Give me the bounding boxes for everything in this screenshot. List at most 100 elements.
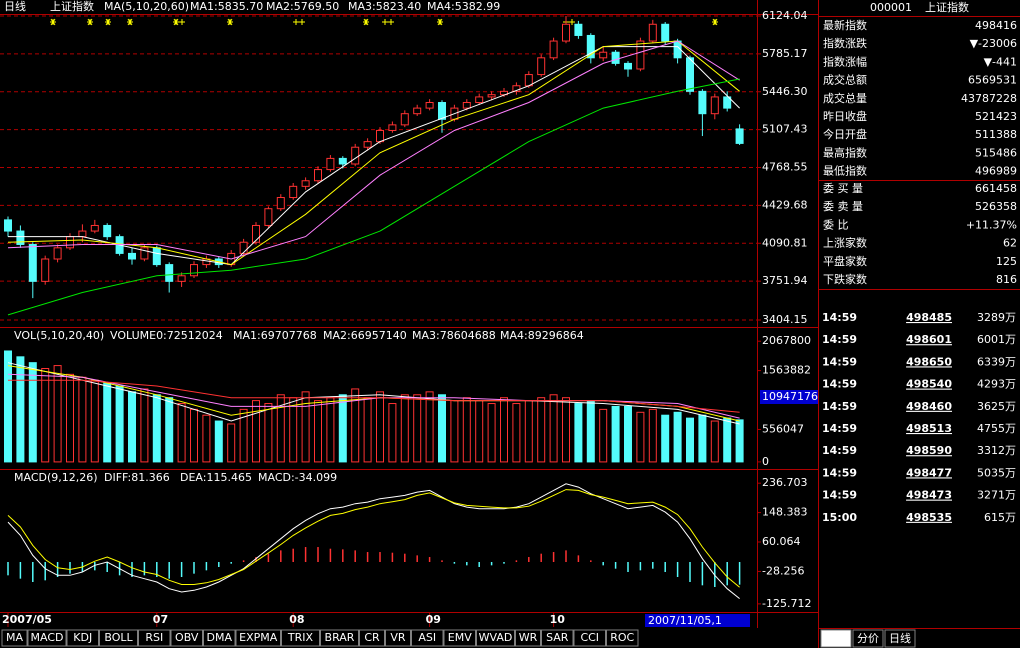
candle-body: [16, 230, 25, 245]
indicator-tab-label[interactable]: CR: [364, 631, 380, 644]
quote-label: 平盘家数: [823, 254, 867, 268]
candle-body: [264, 208, 273, 226]
trade-volume: 3271万: [977, 489, 1016, 502]
candle-body: [586, 34, 595, 59]
indicator-tab-label[interactable]: ASI: [418, 631, 436, 644]
indicator-tab-label[interactable]: KDJ: [73, 631, 92, 644]
indicator-tab[interactable]: [476, 629, 515, 647]
indicator-tab-label[interactable]: WVAD: [479, 631, 513, 644]
indicator-tab[interactable]: [385, 629, 411, 647]
trade-price: 498513: [906, 422, 952, 435]
quote-value: 526358: [975, 200, 1017, 213]
candle-body: [28, 243, 37, 282]
side-tab[interactable]: [852, 629, 884, 648]
candle-body: [239, 241, 248, 254]
indicator-tab[interactable]: [443, 629, 476, 647]
indicator-tab[interactable]: [411, 629, 444, 647]
volume-bar: [673, 411, 682, 463]
line-series: [7, 78, 740, 316]
indicator-tab-label[interactable]: DMA: [207, 631, 233, 644]
indicator-tab-label[interactable]: ROC: [610, 631, 634, 644]
indicator-tab[interactable]: [359, 629, 385, 647]
indicator-label: MA(5,10,20,60): [104, 0, 189, 13]
side-tab[interactable]: [884, 629, 916, 648]
trade-time: 14:59: [822, 444, 857, 457]
quote-value: 515486: [975, 146, 1017, 159]
period-label: 日线: [4, 0, 26, 13]
quote-label: 今日开盘: [823, 127, 867, 141]
indicator-tab[interactable]: [203, 629, 236, 647]
indicator-tab-label[interactable]: BRAR: [325, 631, 355, 644]
indicator-tab-label[interactable]: SAR: [546, 631, 569, 644]
candle-body: [413, 107, 422, 115]
volume-bar: [289, 397, 298, 463]
quote-value: 498416: [975, 19, 1017, 32]
quote-label: 上涨家数: [823, 236, 867, 250]
trade-price: 498485: [906, 311, 952, 324]
volume-bar: [78, 376, 87, 463]
indicator-tab[interactable]: [281, 629, 320, 647]
y-tick-label: -28.256: [762, 564, 804, 577]
volume-bar: [710, 420, 719, 463]
volume-bar: [90, 379, 99, 463]
indicator-tab[interactable]: [99, 629, 138, 647]
line-series: [7, 362, 740, 425]
indicator-tab-label[interactable]: OBV: [175, 631, 199, 644]
y-tick-label: 148.383: [762, 506, 808, 519]
trade-price: 498601: [906, 333, 952, 346]
trade-volume: 6339万: [977, 355, 1016, 368]
volume-bar: [264, 403, 273, 463]
volume-bar: [190, 408, 198, 463]
candle-body: [537, 57, 546, 76]
candle-body: [252, 224, 260, 243]
volume-bar: [574, 403, 583, 463]
legend-entry: MA4:89296864: [500, 329, 584, 342]
y-tick-label: 4768.55: [762, 161, 808, 174]
candle-body: [462, 102, 471, 109]
candle-body: [152, 247, 161, 266]
indicator-tab-label[interactable]: VR: [390, 631, 406, 644]
indicator-tab-label[interactable]: MA: [6, 631, 23, 644]
indicator-tab[interactable]: [515, 629, 541, 647]
side-tab-label[interactable]: 明细: [825, 632, 847, 645]
indicator-tab-label[interactable]: EXPMA: [239, 631, 278, 644]
indicator-tab[interactable]: [606, 629, 639, 647]
side-tab-label[interactable]: 分价: [857, 632, 879, 645]
candle-body: [400, 113, 409, 126]
line-series: [8, 379, 740, 413]
quote-value: 511388: [975, 128, 1017, 141]
indicator-tab[interactable]: [27, 629, 67, 647]
side-tab-label[interactable]: 日线: [889, 631, 911, 645]
indicator-tab[interactable]: [170, 629, 203, 647]
indicator-tab[interactable]: [573, 629, 606, 647]
marker: [382, 19, 394, 25]
trade-price: 498650: [906, 355, 952, 368]
indicator-tab-label[interactable]: MACD: [31, 631, 64, 644]
volume-bar: [735, 419, 744, 463]
indicator-tab[interactable]: [1, 629, 28, 647]
indicator-tab-label[interactable]: WR: [519, 631, 538, 644]
indicator-tab-label[interactable]: CCI: [580, 631, 599, 644]
trade-volume: 5035万: [977, 466, 1016, 479]
indicator-tab-label[interactable]: EMV: [448, 631, 472, 644]
trade-volume: 4293万: [977, 378, 1016, 391]
cursor-box: [760, 390, 818, 404]
volume-bar: [661, 414, 670, 463]
indicator-tab-label[interactable]: TRIX: [287, 631, 314, 644]
indicator-tab[interactable]: [66, 629, 99, 647]
indicator-tab-label[interactable]: RSI: [145, 631, 163, 644]
legend-entry: MA1:69707768: [233, 329, 317, 342]
indicator-tab[interactable]: [235, 629, 281, 647]
volume-bar: [512, 403, 521, 463]
indicator-tab[interactable]: [138, 629, 171, 647]
side-tab[interactable]: [820, 629, 852, 648]
indicator-tab[interactable]: [320, 629, 359, 647]
candle-body: [438, 102, 446, 120]
volume-bar: [227, 423, 236, 463]
y-tick-label: 3751.94: [762, 274, 808, 287]
candle-body: [512, 85, 521, 92]
marker: [173, 18, 185, 26]
indicator-tab-label[interactable]: BOLL: [104, 631, 133, 644]
indicator-tab[interactable]: [541, 629, 574, 647]
line-series: [7, 40, 740, 260]
